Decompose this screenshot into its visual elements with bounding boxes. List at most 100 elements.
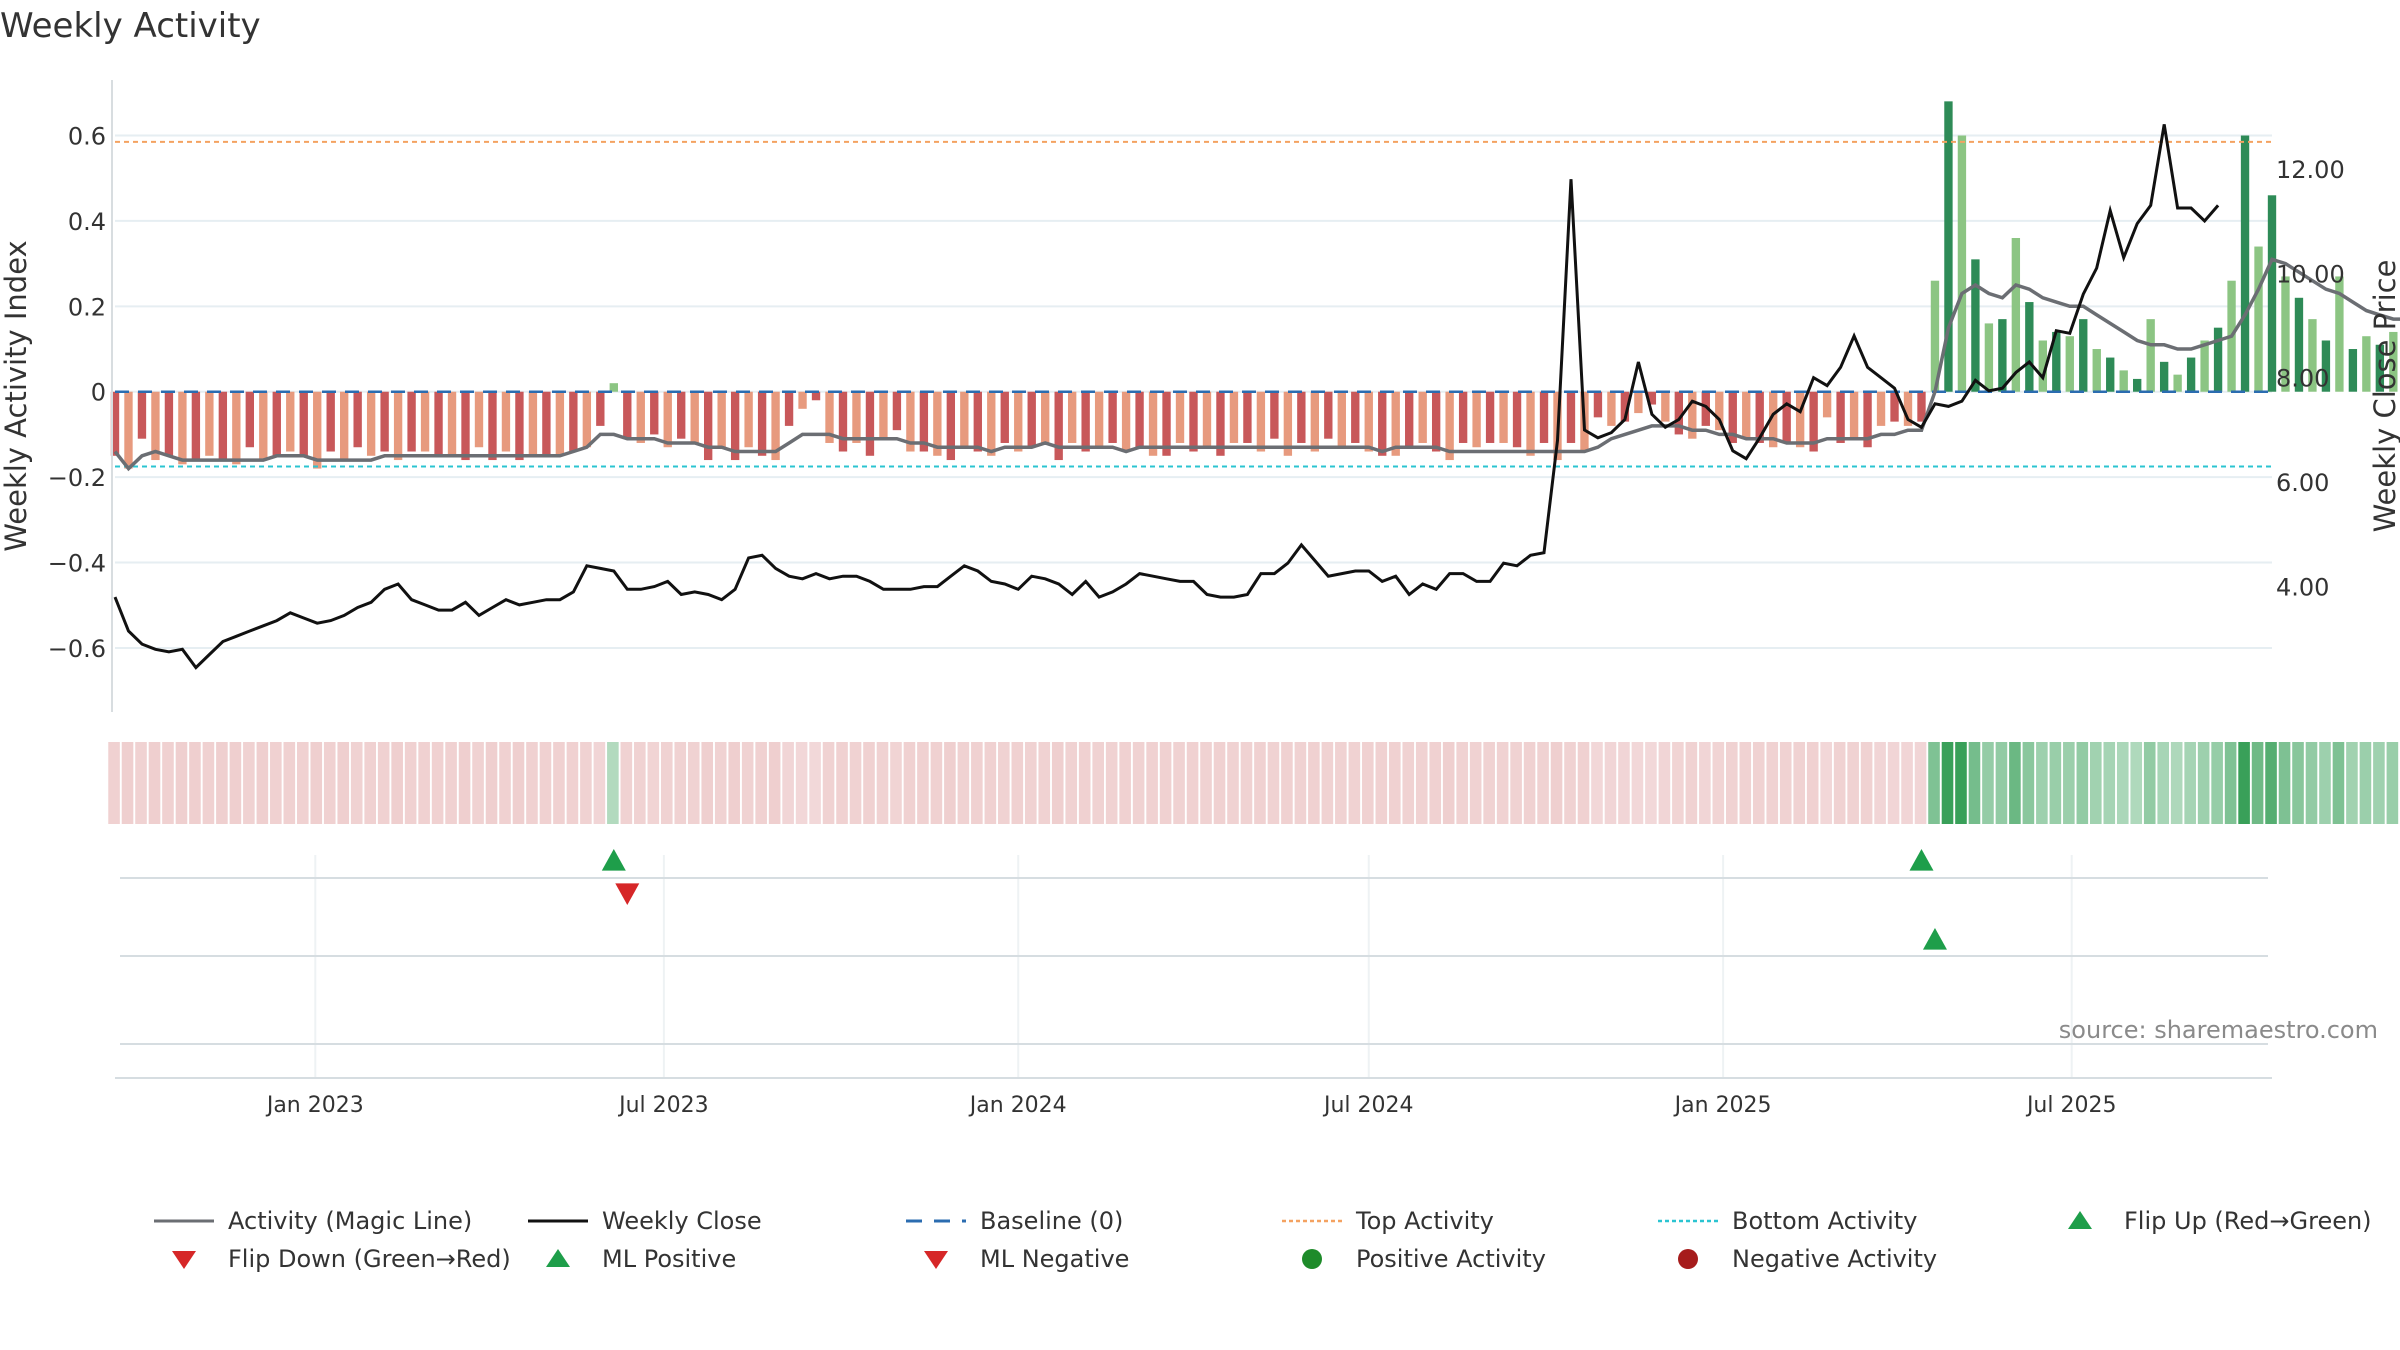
heat-cell [687,742,700,824]
activity-bar [1378,391,1387,456]
activity-bar [232,391,241,465]
heat-cell [580,742,592,824]
legend-label: Positive Activity [1356,1245,1546,1273]
y2-axis-label: Weekly Close Price [2368,260,2400,533]
activity-bar [1499,391,1508,443]
legend-item-top: Top Activity [1282,1204,1494,1238]
legend-item-bottom: Bottom Activity [1658,1204,1917,1238]
heat-cell [2197,742,2210,824]
activity-bar [191,391,201,461]
activity-bar [1041,391,1050,443]
activity-bar [1175,391,1185,443]
heat-cell [1631,742,1644,824]
activity-bar [1849,391,1859,439]
heat-cell [998,742,1010,824]
heat-cell [1132,742,1145,824]
activity-bar [1809,391,1818,452]
y-axis-label: Weekly Activity Index [0,240,33,551]
activity-bar [1189,391,1198,452]
heat-cell [2359,742,2372,824]
activity-bar [1135,391,1144,448]
heat-cell [607,742,619,824]
activity-bar [1418,391,1427,443]
flip-markers [115,849,2272,1079]
heat-cell [485,742,498,824]
activity-bar [488,391,497,461]
heat-cell [1348,742,1361,824]
heat-cell [836,742,848,824]
activity-bar [1270,391,1279,439]
heat-cell [1806,742,1819,824]
heat-cell [809,742,821,824]
activity-bar [919,391,929,452]
heat-cell [1092,742,1104,824]
heat-cell [741,742,754,824]
activity-bar [798,391,807,409]
y2-tick-label: 8.00 [2276,365,2329,393]
activity-bar [717,391,726,448]
heat-cell [1362,742,1374,824]
activity-bar [1121,391,1131,452]
y-tick-label: 0.6 [68,123,106,151]
heat-cell [1523,742,1536,824]
x-tick-label: Jul 2023 [617,1093,709,1118]
dotted-line-icon [1282,1219,1342,1223]
y-tick-label: −0.4 [48,550,106,578]
heat-cell [782,742,794,824]
activity-bar [1027,391,1036,448]
activity-bar [272,391,281,456]
heat-cell [391,742,403,824]
activity-bar [1957,135,1967,392]
heat-cell [1308,742,1320,824]
activity-bar [1876,391,1886,426]
activity-bar [703,391,713,461]
heat-cell [822,742,835,824]
activity-bar [1472,391,1481,448]
legend-label: Flip Up (Red→Green) [2124,1207,2372,1235]
heat-cell [1415,742,1428,824]
activity-bar [1742,391,1751,439]
heat-cell [2278,742,2291,824]
heat-cell [1375,742,1388,824]
heat-cell [566,742,579,824]
heat-cell [1065,742,1078,824]
heat-cell [256,742,269,824]
heat-cell [1496,742,1509,824]
heat-cell [404,742,417,824]
heat-cell [930,742,943,824]
heat-cell [2211,742,2223,824]
x-tick-label: Jul 2025 [2025,1093,2117,1118]
legend-item-pos_act: Positive Activity [1282,1242,1546,1276]
heat-cell [1186,742,1199,824]
activity-bar [730,391,740,461]
activity-bar [838,391,848,452]
activity-bar [515,391,524,461]
flip-up-marker [1909,849,1934,871]
legend-label: Top Activity [1356,1207,1494,1235]
heat-cell [1483,742,1495,824]
activity-bar [1593,391,1603,418]
heat-cell [2009,742,2021,824]
heat-cell [1200,742,1212,824]
activity-bar [1647,391,1657,405]
heat-cell [863,742,875,824]
heat-cell [1928,742,1940,824]
heat-cell [1672,742,1684,824]
activity-bar [259,391,268,461]
activity-bar [1283,391,1293,456]
legend-item-close: Weekly Close [528,1204,762,1238]
heat-cell [634,742,646,824]
heat-cell [445,742,457,824]
heat-cell [1051,742,1064,824]
heat-cell [175,742,188,824]
activity-bar [2065,336,2074,392]
y2-tick-label: 12.00 [2276,156,2345,184]
activity-bar [313,391,322,469]
heat-cell [2251,742,2264,824]
heat-cell [1240,742,1253,824]
activity-bar [2119,370,2128,392]
activity-bar [1000,391,1009,443]
x-axis-ticks: Jan 2023 Jul 2023 Jan 2024 Jul 2024 Jan 2025… [265,1093,2117,1118]
heat-cell [458,742,471,824]
activity-bar [1688,391,1697,439]
